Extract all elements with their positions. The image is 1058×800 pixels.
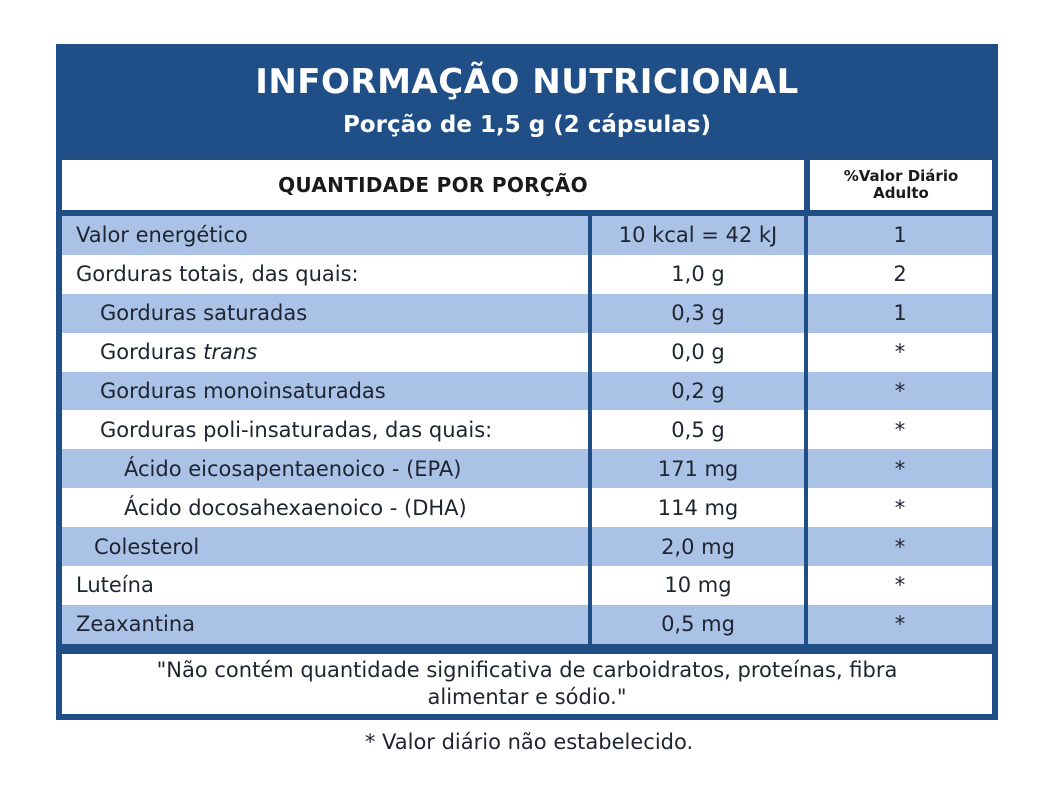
table-row: Colesterol 2,0 mg *	[62, 527, 992, 567]
nutrient-name: Gorduras totais, das quais:	[62, 254, 588, 294]
nutrient-name: Gorduras trans	[62, 332, 588, 372]
table-row: Zeaxantina 0,5 mg *	[62, 604, 992, 644]
daily-value-header-line2: Adulto	[873, 184, 929, 202]
table-row: Gorduras poli-insaturadas, das quais: 0,…	[62, 410, 992, 450]
nutrient-amount: 2,0 mg	[592, 527, 804, 567]
disclaimer-line1: "Não contém quantidade significativa de …	[156, 658, 898, 682]
nutrient-daily-value: *	[808, 332, 992, 372]
nutrient-name: Luteína	[62, 566, 588, 605]
table-row: Luteína 10 mg *	[62, 566, 992, 605]
nutrient-name: Ácido docosahexaenoico - (DHA)	[62, 488, 588, 528]
nutrient-name: Gorduras monoinsaturadas	[62, 371, 588, 411]
table-row: Gorduras saturadas 0,3 g 1	[62, 293, 992, 333]
nutrient-name: Valor energético	[62, 216, 588, 255]
table-row: Gorduras trans 0,0 g *	[62, 332, 992, 372]
nutrient-name: Colesterol	[62, 527, 588, 567]
nutrient-amount: 0,3 g	[592, 293, 804, 333]
nutrient-daily-value: *	[808, 566, 992, 605]
daily-value-header-line1: %Valor Diário	[843, 167, 959, 185]
nutrient-name-italic: trans	[203, 340, 258, 365]
nutrient-name-prefix: Gorduras	[100, 340, 204, 365]
nutrient-table: Valor energético 10 kcal = 42 kJ 1 Gordu…	[62, 216, 992, 644]
table-row: Gorduras monoinsaturadas 0,2 g *	[62, 371, 992, 411]
nutrition-facts-panel: INFORMAÇÃO NUTRICIONAL Porção de 1,5 g (…	[56, 44, 998, 720]
nutrient-daily-value: *	[808, 410, 992, 450]
nutrient-amount: 114 mg	[592, 488, 804, 528]
nutrient-name: Gorduras poli-insaturadas, das quais:	[62, 410, 588, 450]
nutrient-daily-value: 1	[808, 216, 992, 255]
nutrient-amount: 1,0 g	[592, 254, 804, 294]
table-row: Valor energético 10 kcal = 42 kJ 1	[62, 216, 992, 255]
nutrient-daily-value: *	[808, 371, 992, 411]
nutrient-name: Ácido eicosapentaenoico - (EPA)	[62, 449, 588, 489]
nutrient-daily-value: *	[808, 449, 992, 489]
nutrient-name: Gorduras saturadas	[62, 293, 588, 333]
nutrient-daily-value: 2	[808, 254, 992, 294]
nutrient-amount: 171 mg	[592, 449, 804, 489]
nutrient-daily-value: *	[808, 488, 992, 528]
label-title: INFORMAÇÃO NUTRICIONAL	[255, 62, 799, 102]
nutrient-daily-value: 1	[808, 293, 992, 333]
footnote: * Valor diário não estabelecido.	[364, 730, 694, 754]
nutrient-amount: 0,2 g	[592, 371, 804, 411]
nutrient-amount: 10 kcal = 42 kJ	[592, 216, 804, 255]
quantity-header: QUANTIDADE POR PORÇÃO	[62, 160, 804, 210]
nutrient-name: Zeaxantina	[62, 604, 588, 644]
table-row: Ácido eicosapentaenoico - (EPA) 171 mg *	[62, 449, 992, 489]
nutrient-daily-value: *	[808, 527, 992, 567]
nutrient-amount: 0,5 mg	[592, 604, 804, 644]
nutrient-amount: 0,5 g	[592, 410, 804, 450]
disclaimer-line2: alimentar e sódio."	[427, 685, 627, 709]
disclaimer-note: "Não contém quantidade significativa de …	[62, 654, 992, 714]
nutrient-daily-value: *	[808, 604, 992, 644]
table-row: Ácido docosahexaenoico - (DHA) 114 mg *	[62, 488, 992, 528]
nutrient-amount: 10 mg	[592, 566, 804, 605]
daily-value-header: %Valor Diário Adulto	[810, 160, 992, 210]
serving-size: Porção de 1,5 g (2 cápsulas)	[342, 112, 712, 138]
table-row: Gorduras totais, das quais: 1,0 g 2	[62, 254, 992, 294]
nutrient-amount: 0,0 g	[592, 332, 804, 372]
